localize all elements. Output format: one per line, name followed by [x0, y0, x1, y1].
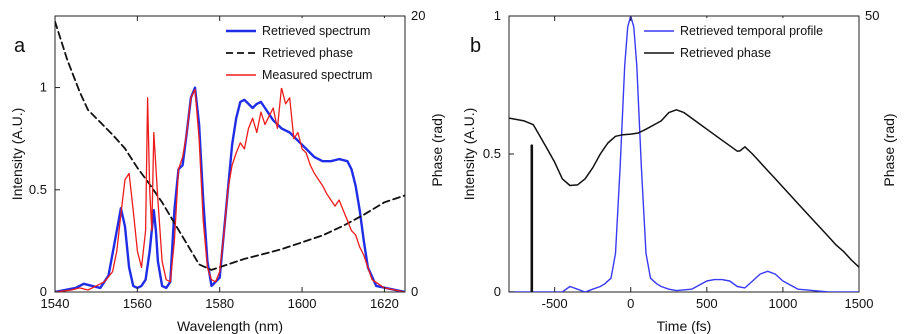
- panel-a-letter: a: [14, 35, 26, 57]
- panel-a-ytick-label: 1: [40, 80, 47, 95]
- panel-b-legend: Retrieved temporal profile Retrieved phas…: [640, 18, 855, 66]
- panel-a-series-2-measured-spectrum: [55, 86, 405, 292]
- panel-b-y2tick-label: 50: [865, 8, 879, 23]
- panel-b-xtick-label: 1000: [768, 296, 797, 311]
- panel-b-xtick-label: 1500: [845, 296, 874, 311]
- panel-a-xtick-label: 1580: [205, 296, 234, 311]
- panel-b-letter: b: [470, 35, 481, 57]
- panel-a-series: [55, 20, 405, 292]
- panel-b-xlabel: Time (fs): [657, 318, 712, 334]
- panel-a-xlabel: Wavelength (nm): [177, 318, 283, 334]
- panel-b-series-1-retrieved-phase: [509, 109, 859, 268]
- panel-a-plot-frame: [54, 15, 406, 293]
- panel-a-xtick-label: 1620: [370, 296, 399, 311]
- panel-b-xtick-label: 0: [627, 296, 634, 311]
- panel-a-y2tick-label: 0: [411, 284, 418, 299]
- panel-b-ytick-label: 0.5: [483, 146, 501, 161]
- panel-a: 1540 1560 1580 1600 1620 0 0.5 1 0 20 Wavelength …: [9, 8, 445, 334]
- panel-a-ticks: 1540 1560 1580 1600 1620 0 0.5 1 0 20: [29, 8, 426, 311]
- panel-b: -500 0 500 1000 1500 0 0.5 1 50 Time (fs) Intens…: [461, 8, 897, 334]
- panel-b-legend-bg: [640, 18, 855, 66]
- panel-a-ytick-label: 0.5: [29, 182, 47, 197]
- panel-b-ticks: -500 0 500 1000 1500 0 0.5 1 50: [483, 8, 880, 311]
- panel-b-series: [509, 16, 859, 292]
- panel-a-xtick-label: 1560: [123, 296, 152, 311]
- panel-a-xtick-label: 1540: [41, 296, 70, 311]
- panel-a-y2label: Phase (rad): [429, 113, 445, 186]
- panel-b-series-0-retrieved-temporal-profile: [509, 16, 859, 292]
- panel-a-series-0-retrieved-spectrum: [55, 86, 405, 292]
- panel-a-xtick-label: 1600: [288, 296, 317, 311]
- panel-b-ytick-label: 0: [494, 284, 501, 299]
- panel-a-ylabel: Intensity (A.U.): [9, 108, 25, 201]
- panel-a-series-1-retrieved-phase: [55, 20, 405, 271]
- panel-b-legend-label: Retrieved temporal profile: [680, 24, 823, 38]
- panel-a-y2tick-label: 20: [411, 8, 425, 23]
- panel-b-xtick-label: 500: [696, 296, 718, 311]
- panel-b-legend-label: Retrieved phase: [680, 46, 771, 60]
- panel-a-legend-label: Retrieved phase: [262, 46, 353, 60]
- panel-a-ytick-label: 0: [40, 284, 47, 299]
- panel-a-legend-label: Measured spectrum: [262, 68, 372, 82]
- panel-b-ylabel: Intensity (A.U.): [461, 108, 477, 201]
- panel-a-legend-label: Retrieved spectrum: [262, 24, 370, 38]
- panel-b-xtick-label: -500: [542, 296, 568, 311]
- panel-b-ytick-label: 1: [494, 8, 501, 23]
- panel-a-legend: Retrieved spectrum Retrieved phase Measure…: [222, 18, 401, 88]
- panel-b-y2label: Phase (rad): [881, 113, 897, 186]
